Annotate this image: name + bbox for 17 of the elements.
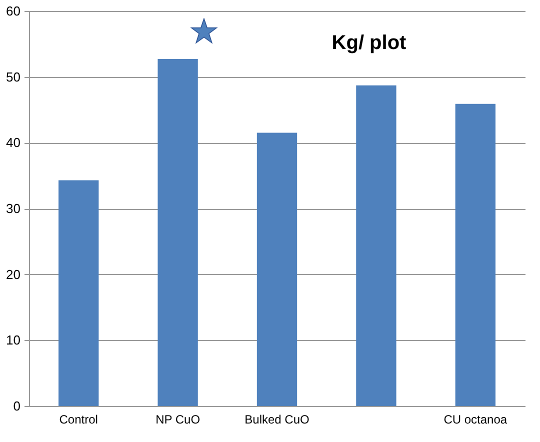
y-tick-label: 50 bbox=[6, 69, 20, 84]
y-tick-label: 10 bbox=[6, 332, 20, 348]
bar bbox=[158, 59, 198, 406]
y-tick-label: 20 bbox=[6, 266, 20, 282]
bar bbox=[58, 180, 99, 406]
y-tick-label: 60 bbox=[6, 4, 20, 18]
bar bbox=[356, 85, 396, 406]
x-tick-label: CU octanoa bbox=[444, 412, 508, 426]
bar bbox=[256, 132, 298, 406]
x-tick-label: Bulked CuO bbox=[244, 412, 310, 426]
bar bbox=[455, 104, 496, 406]
y-tick-label: 30 bbox=[6, 201, 20, 216]
x-tick-label: Control bbox=[59, 412, 98, 426]
y-tick-label: 0 bbox=[13, 398, 20, 414]
x-tick-label: NP CuO bbox=[156, 412, 200, 426]
y-tick-label: 40 bbox=[6, 135, 20, 150]
text: Kg/ plot bbox=[332, 32, 407, 54]
